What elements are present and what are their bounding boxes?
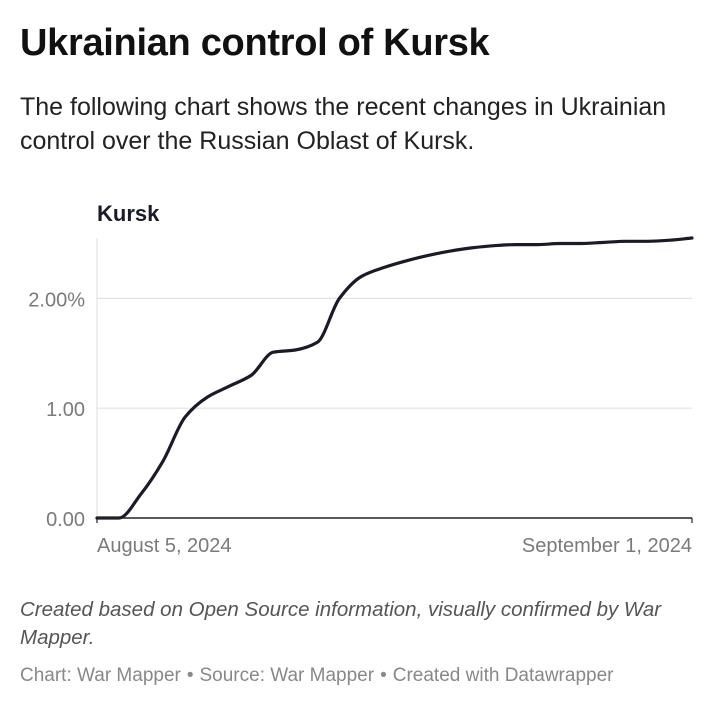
- gridlines: [96, 238, 692, 518]
- x-tick-label: September 1, 2024: [522, 535, 692, 557]
- chart-title: Kursk: [97, 201, 160, 226]
- x-tick-label: August 5, 2024: [97, 535, 232, 557]
- footer-separator: •: [186, 665, 194, 686]
- tool-credit: Created with Datawrapper: [392, 665, 614, 686]
- chart-footer: Chart: War Mapper • Source: War Mapper • Cre…: [20, 663, 613, 689]
- chart-headline: Ukrainian control of Kursk: [20, 22, 490, 64]
- chart-canvas: Kursk 0.00 1.00 2.00% August 5, 2024 Septem…: [28, 201, 694, 557]
- chart-credit: Chart: War Mapper: [20, 665, 181, 686]
- y-tick-label: 1.00: [46, 399, 85, 421]
- series-line: [95, 236, 694, 520]
- chart-notes: Created based on Open Source information…: [20, 598, 662, 649]
- chart-description: The following chart shows the recent cha…: [20, 93, 667, 155]
- y-axis-ticks: 0.00 1.00 2.00%: [28, 289, 85, 531]
- line-chart: Kursk 0.00 1.00 2.00% August 5, 2024 Septem…: [0, 190, 714, 570]
- source-credit: Source: War Mapper: [199, 665, 375, 686]
- y-tick-label: 0.00: [46, 509, 85, 531]
- footer-separator: •: [380, 665, 387, 686]
- x-axis-ticks: August 5, 2024 September 1, 2024: [96, 518, 693, 557]
- y-tick-label: 2.00%: [28, 289, 85, 311]
